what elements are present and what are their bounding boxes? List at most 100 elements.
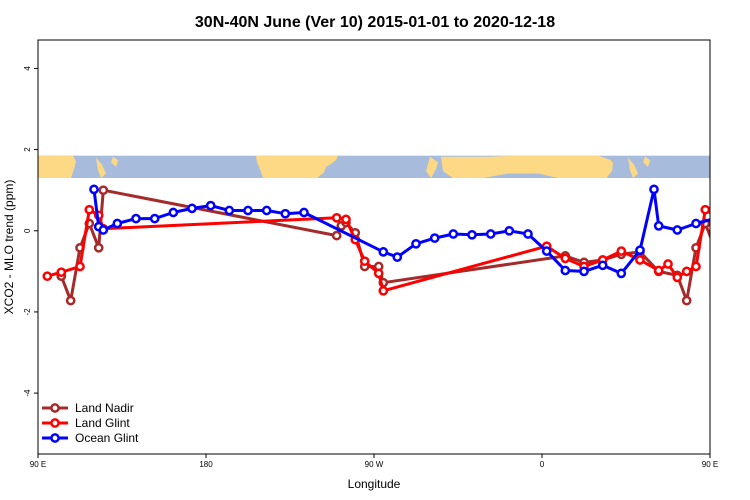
map-land-region — [628, 157, 638, 178]
data-point — [672, 225, 683, 235]
data-point — [597, 260, 608, 271]
data-point — [448, 229, 459, 239]
y-tick-label: 0 — [23, 228, 32, 233]
data-point — [75, 261, 85, 272]
data-point — [504, 225, 515, 236]
data-point — [331, 230, 342, 241]
data-point — [681, 266, 692, 277]
data-point — [681, 295, 692, 306]
data-point — [672, 272, 683, 283]
y-axis: -4 -2 0 2 4 — [23, 66, 38, 397]
chart-title: 30N-40N June (Ver 10) 2015-01-01 to 2020… — [195, 14, 555, 31]
data-point — [243, 205, 253, 216]
data-point — [149, 213, 160, 224]
data-point — [42, 271, 53, 282]
series-line — [92, 187, 710, 275]
data-point — [98, 225, 109, 235]
data-point — [541, 246, 552, 256]
data-point — [691, 218, 701, 229]
y-tick-label: 4 — [23, 66, 32, 71]
map-land-region — [38, 155, 76, 178]
data-point — [378, 247, 389, 257]
data-point — [168, 207, 179, 218]
map-land-region — [643, 156, 650, 167]
data-point — [93, 242, 104, 253]
data-point — [467, 229, 477, 240]
data-point — [89, 184, 99, 195]
data-point — [429, 233, 440, 243]
legend-item: Land Glint — [42, 416, 130, 430]
x-axis-label: Longitude — [348, 477, 401, 491]
data-point — [131, 213, 141, 224]
map-land-region — [96, 157, 106, 178]
data-point — [649, 184, 659, 195]
legend-label: Land Glint — [75, 416, 130, 430]
data-point — [560, 265, 571, 276]
data-point — [716, 187, 723, 194]
map-land-region — [111, 156, 118, 167]
data-point — [635, 255, 645, 265]
data-point — [261, 205, 272, 216]
legend-item: Ocean Glint — [42, 431, 139, 445]
data-point — [635, 245, 645, 256]
map-land-region — [426, 156, 438, 178]
data-point — [98, 185, 109, 196]
y-tick-label: -4 — [23, 389, 32, 397]
data-point — [411, 238, 421, 249]
data-point — [560, 253, 571, 264]
map-land-region — [441, 155, 613, 178]
map-land-region — [598, 155, 611, 178]
world-map-band — [38, 155, 710, 178]
legend-label: Ocean Glint — [75, 431, 139, 445]
series-land-nadir — [56, 185, 723, 306]
data-point — [280, 208, 291, 219]
x-tick-label: 90 W — [365, 460, 384, 469]
data-point — [392, 252, 403, 262]
x-tick-label: 0 — [540, 460, 545, 469]
legend-label: Land Nadir — [75, 401, 134, 415]
data-point — [56, 267, 67, 278]
data-point — [709, 217, 710, 220]
legend-swatch-marker — [50, 418, 60, 428]
data-point — [716, 225, 723, 232]
map-land-region — [256, 155, 338, 178]
data-point — [331, 212, 342, 223]
data-point — [730, 216, 737, 223]
data-point — [663, 259, 673, 269]
data-point — [616, 246, 627, 256]
series-layer — [42, 184, 737, 306]
data-point — [523, 229, 533, 239]
data-point — [378, 285, 389, 296]
data-point — [485, 229, 496, 239]
data-point — [579, 266, 589, 277]
data-point — [359, 256, 370, 267]
x-axis: 90 E 180 90 W 0 90 E — [30, 454, 718, 469]
data-point — [224, 205, 235, 216]
y-tick-label: -2 — [23, 308, 32, 316]
legend-swatch-marker — [50, 403, 60, 413]
x-tick-label: 90 E — [30, 460, 46, 469]
data-point — [653, 221, 664, 231]
x-tick-label: 180 — [199, 460, 213, 469]
data-point — [65, 295, 76, 306]
data-point — [205, 200, 216, 211]
series-ocean-glint — [89, 184, 737, 279]
data-point — [700, 204, 710, 215]
y-axis-label: XCO2 - MLO trend (ppm) — [2, 180, 16, 315]
data-point — [341, 214, 351, 225]
data-point — [187, 203, 197, 214]
series-land-glint — [42, 204, 723, 296]
data-point — [84, 204, 95, 215]
data-point — [616, 268, 627, 279]
data-point — [653, 265, 664, 276]
data-point — [709, 246, 710, 249]
map-land — [38, 155, 650, 178]
series-line — [59, 188, 710, 303]
data-point — [709, 214, 710, 217]
data-point — [691, 261, 701, 272]
data-point — [373, 268, 384, 279]
legend-item: Land Nadir — [42, 401, 134, 415]
y-tick-label: 2 — [23, 147, 32, 152]
